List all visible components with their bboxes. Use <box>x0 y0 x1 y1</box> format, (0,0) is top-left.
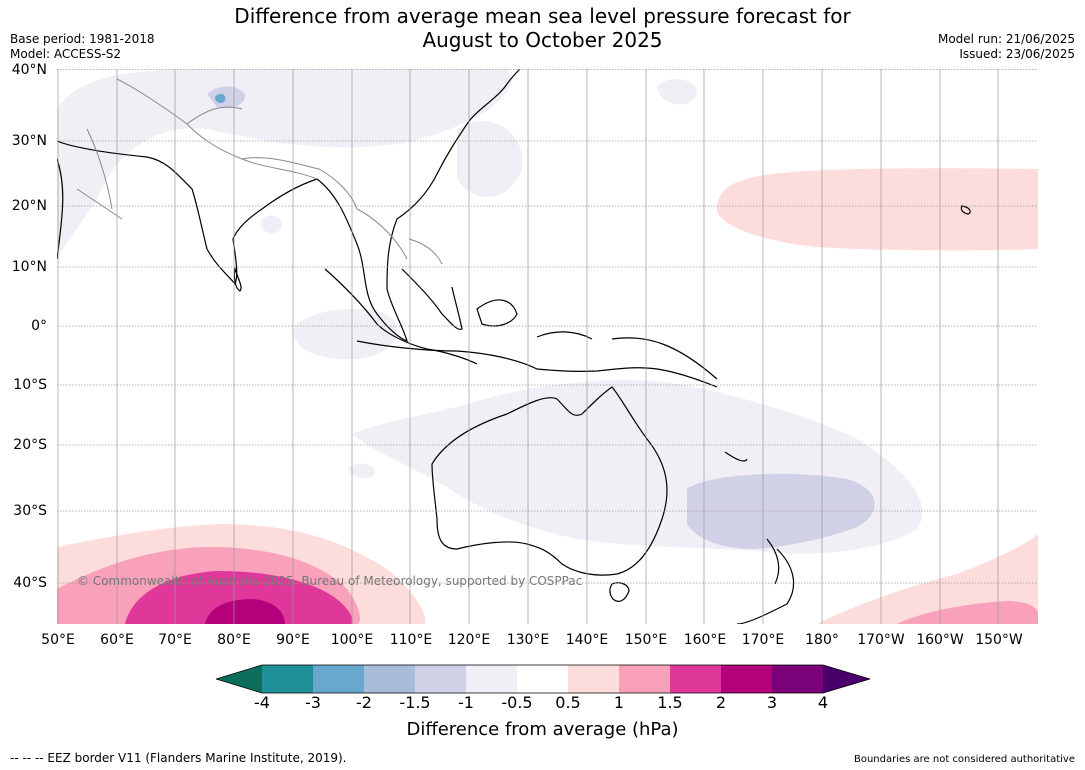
colorbar-bin-8 <box>619 665 670 693</box>
issued-date: Issued: 23/06/2025 <box>959 47 1075 61</box>
lat-label-equator: 0° <box>31 318 47 334</box>
lon-label-150e: 150°E <box>624 632 668 648</box>
lat-label-10n: 10°N <box>11 259 47 275</box>
negative-anomaly-shading <box>57 69 923 554</box>
lon-label-140e: 140°E <box>565 632 609 648</box>
colorbar-below-min <box>216 665 262 693</box>
positive-anomaly-shading <box>57 168 1038 624</box>
copyright-notice: © Commonwealth of Australia 2025, Bureau… <box>77 574 582 588</box>
colorbar-bin-9 <box>670 665 721 693</box>
lat-label-40n: 40°N <box>11 62 47 78</box>
colorbar-bin-1 <box>262 665 313 693</box>
colorbar-tick: 1.5 <box>657 693 683 712</box>
colorbar-tick: -3 <box>305 693 321 712</box>
lon-label-160e: 160°E <box>683 632 727 648</box>
title-line-1: Difference from average mean sea level p… <box>234 4 851 28</box>
lon-label-120e: 120°E <box>447 632 491 648</box>
lat-label-10s: 10°S <box>13 377 47 393</box>
title-line-2: August to October 2025 <box>422 28 663 52</box>
base-period: Base period: 1981-2018 <box>10 32 155 46</box>
colorbar-tick: 2 <box>715 693 727 712</box>
lon-label-70e: 70°E <box>158 632 192 648</box>
colorbar-tick: 4 <box>817 693 829 712</box>
map-title: Difference from average mean sea level p… <box>0 4 1085 52</box>
pressure-anomaly-map: © Commonwealth of Australia 2025, Bureau… <box>57 69 1038 624</box>
lon-label-180: 180° <box>805 632 839 648</box>
colorbar <box>216 664 870 694</box>
lat-label-40s: 40°S <box>13 575 47 591</box>
colorbar-tick: -0.5 <box>501 693 533 712</box>
model-run-date: Model run: 21/06/2025 <box>937 32 1075 46</box>
lat-label-20s: 20°S <box>13 437 47 453</box>
boundary-disclaimer: Boundaries are not considered authoritat… <box>853 754 1075 765</box>
colorbar-tick: -1 <box>458 693 474 712</box>
country-borders <box>76 78 443 265</box>
lon-label-90e: 90°E <box>276 632 310 648</box>
colorbar-tick: -2 <box>356 693 372 712</box>
colorbar-bin-5 <box>466 665 517 693</box>
colorbar-tick: -4 <box>254 693 270 712</box>
colorbar-bin-3 <box>364 665 415 693</box>
model-name: Model: ACCESS-S2 <box>10 47 122 61</box>
lon-label-160w: 160°W <box>916 632 964 648</box>
lon-label-150w: 150°W <box>975 632 1023 648</box>
colorbar-tick: 3 <box>766 693 778 712</box>
lat-label-20n: 20°N <box>11 198 47 214</box>
lon-label-170e: 170°E <box>741 632 785 648</box>
lon-label-130e: 130°E <box>506 632 550 648</box>
colorbar-tick: -1.5 <box>399 693 431 712</box>
model-info: Base period: 1981-2018 Model: ACCESS-S2 <box>10 32 155 62</box>
colorbar-tick: 0.5 <box>555 693 581 712</box>
eez-legend-note: -- -- -- EEZ border V11 (Flanders Marine… <box>10 751 347 765</box>
run-info: Model run: 21/06/2025 Issued: 23/06/2025 <box>938 32 1075 62</box>
colorbar-above-max <box>823 665 870 693</box>
colorbar-bin-6 <box>517 665 568 693</box>
lon-label-110e: 110°E <box>389 632 433 648</box>
lon-label-170w: 170°W <box>857 632 905 648</box>
map-panel: © Commonwealth of Australia 2025, Bureau… <box>57 69 1038 624</box>
colorbar-bin-11 <box>772 665 823 693</box>
colorbar-tick: 1 <box>613 693 625 712</box>
meridians <box>57 69 999 624</box>
colorbar-bin-10 <box>721 665 772 693</box>
lat-label-30n: 30°N <box>11 133 47 149</box>
colorbar-title: Difference from average (hPa) <box>406 719 679 740</box>
lat-label-30s: 30°S <box>13 503 47 519</box>
colorbar-bin-4 <box>415 665 466 693</box>
lon-label-60e: 60°E <box>100 632 134 648</box>
coastlines <box>57 69 971 624</box>
colorbar-bin-2 <box>313 665 364 693</box>
lon-label-50e: 50°E <box>41 632 75 648</box>
colorbar-bin-7 <box>568 665 619 693</box>
lon-label-100e: 100°E <box>330 632 374 648</box>
lon-label-80e: 80°E <box>217 632 251 648</box>
